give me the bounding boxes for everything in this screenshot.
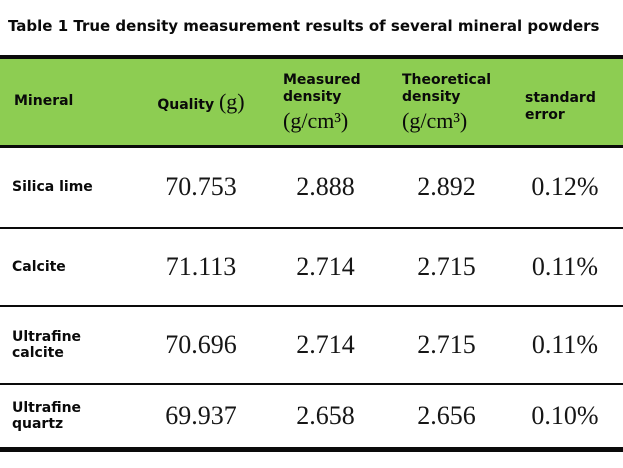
mineral-cell: Ultrafine quartz [12,399,82,432]
table-row: Ultrafine quartz 69.937 2.658 2.656 0.10… [0,384,623,449]
quality-cell: 70.753 [165,172,237,202]
header-unit: (g/cm³) [283,107,349,133]
table-row: Silica lime 70.753 2.888 2.892 0.12% [0,146,623,228]
standard-error-cell: 0.11% [531,330,599,359]
column-header-measured-density: Measured density (g/cm³) [265,57,386,146]
header-label: Measured density [283,71,361,105]
measured-density-cell: 2.658 [296,400,355,430]
column-header-mineral: Mineral [0,57,137,146]
theoretical-density-cell: 2.715 [417,252,476,281]
density-table: Mineral Quality (g) Measured density (g/… [0,55,623,452]
mineral-cell: Calcite [12,259,66,275]
header-row: Mineral Quality (g) Measured density (g/… [0,57,623,146]
theoretical-density-cell: 2.715 [417,330,476,359]
header-unit: (g/cm³) [402,107,468,133]
mineral-cell: Ultrafine calcite [12,329,82,361]
mineral-cell: Silica lime [12,179,93,196]
theoretical-density-cell: 2.892 [417,172,476,202]
column-header-standard-error: standard error [507,57,623,146]
header-label: standard error [525,89,596,123]
header-label: Theoretical density [402,71,492,105]
measured-density-cell: 2.714 [296,330,355,359]
theoretical-density-cell: 2.656 [417,400,476,430]
standard-error-cell: 0.12% [531,172,599,202]
quality-cell: 69.937 [165,400,237,430]
table-row: Calcite 71.113 2.714 2.715 0.11% [0,228,623,306]
quality-cell: 71.113 [165,252,237,281]
quality-cell: 70.696 [165,330,237,359]
standard-error-cell: 0.10% [531,400,599,430]
header-label: Quality [157,96,215,113]
standard-error-cell: 0.11% [531,252,599,281]
table-caption: Table 1 True density measurement results… [8,17,600,35]
column-header-quality: Quality (g) [137,57,265,146]
column-header-theoretical-density: Theoretical density (g/cm³) [386,57,507,146]
measured-density-cell: 2.714 [296,252,355,281]
header-label: Mineral [14,93,74,110]
table-row: Ultrafine calcite 70.696 2.714 2.715 0.1… [0,306,623,384]
measured-density-cell: 2.888 [296,172,355,202]
header-unit: (g) [218,88,245,114]
